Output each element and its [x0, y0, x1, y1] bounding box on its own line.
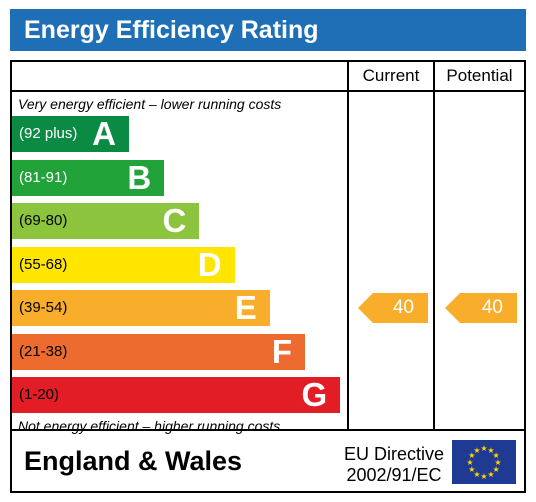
- eu-star-icon: ★: [468, 465, 475, 474]
- band-b-letter: B: [127, 158, 152, 196]
- potential-rating-arrow: 40: [445, 293, 517, 323]
- band-c: (69-80) C: [12, 202, 200, 239]
- eu-star-icon: ★: [466, 458, 473, 467]
- country-label: England & Wales: [24, 446, 243, 476]
- band-f-letter: F: [271, 332, 292, 370]
- band-f-range: (21-38): [19, 342, 68, 360]
- inefficient-note: Not energy efficient – higher running co…: [18, 418, 281, 434]
- eu-star-icon: ★: [473, 446, 480, 455]
- eu-star-icon: ★: [494, 458, 501, 467]
- band-a: (92 plus) A: [12, 116, 129, 152]
- potential-rating-value: 40: [481, 297, 503, 318]
- eu-directive: EU Directive 2002/91/EC: [344, 444, 444, 486]
- header-divider: [12, 90, 524, 92]
- band-e: (39-54) E: [12, 290, 270, 326]
- eu-directive-line2: 2002/91/EC: [346, 465, 442, 485]
- eu-star-icon: ★: [493, 465, 500, 474]
- eu-flag-icon: ★ ★ ★ ★ ★ ★ ★ ★ ★ ★ ★ ★: [452, 440, 516, 484]
- band-f: (21-38) F: [12, 332, 305, 370]
- band-d: (55-68) D: [12, 245, 235, 283]
- current-column-header: Current: [362, 66, 420, 85]
- current-rating-value: 40: [392, 297, 414, 318]
- potential-column-header: Potential: [446, 66, 513, 85]
- band-g: (1-20) G: [12, 376, 341, 413]
- band-c-range: (69-80): [19, 212, 68, 229]
- eu-star-icon: ★: [480, 444, 487, 453]
- eu-directive-line1: EU Directive: [344, 444, 445, 464]
- potential-arrow-shape: [445, 293, 517, 323]
- divider-current: [347, 62, 349, 429]
- footer-divider: [12, 429, 524, 431]
- band-c-letter: C: [162, 202, 187, 239]
- efficient-note: Very energy efficient – lower running co…: [18, 96, 282, 112]
- current-arrow-shape: [358, 293, 428, 323]
- eu-star-icon: ★: [473, 470, 480, 479]
- band-e-letter: E: [234, 289, 257, 326]
- band-d-range: (55-68): [19, 255, 68, 273]
- band-d-letter: D: [197, 245, 222, 283]
- eu-star-icon: ★: [487, 470, 494, 479]
- band-a-range: (92 plus): [19, 125, 78, 142]
- current-rating-arrow: 40: [358, 293, 428, 323]
- eu-star-icon: ★: [487, 446, 494, 455]
- rating-chart: Current Potential Very energy efficient …: [10, 60, 526, 493]
- title-bar: Energy Efficiency Rating: [10, 9, 526, 51]
- divider-potential: [433, 62, 435, 429]
- band-e-range: (39-54): [19, 299, 68, 316]
- band-b-range: (81-91): [19, 168, 68, 186]
- band-b: (81-91) B: [12, 158, 165, 196]
- chart-title: Energy Efficiency Rating: [24, 16, 319, 44]
- eu-star-icon: ★: [468, 451, 475, 460]
- eu-star-icon: ★: [480, 472, 487, 481]
- band-a-letter: A: [92, 115, 116, 152]
- band-g-letter: G: [301, 376, 328, 413]
- eu-star-icon: ★: [493, 451, 500, 460]
- band-g-range: (1-20): [19, 386, 60, 403]
